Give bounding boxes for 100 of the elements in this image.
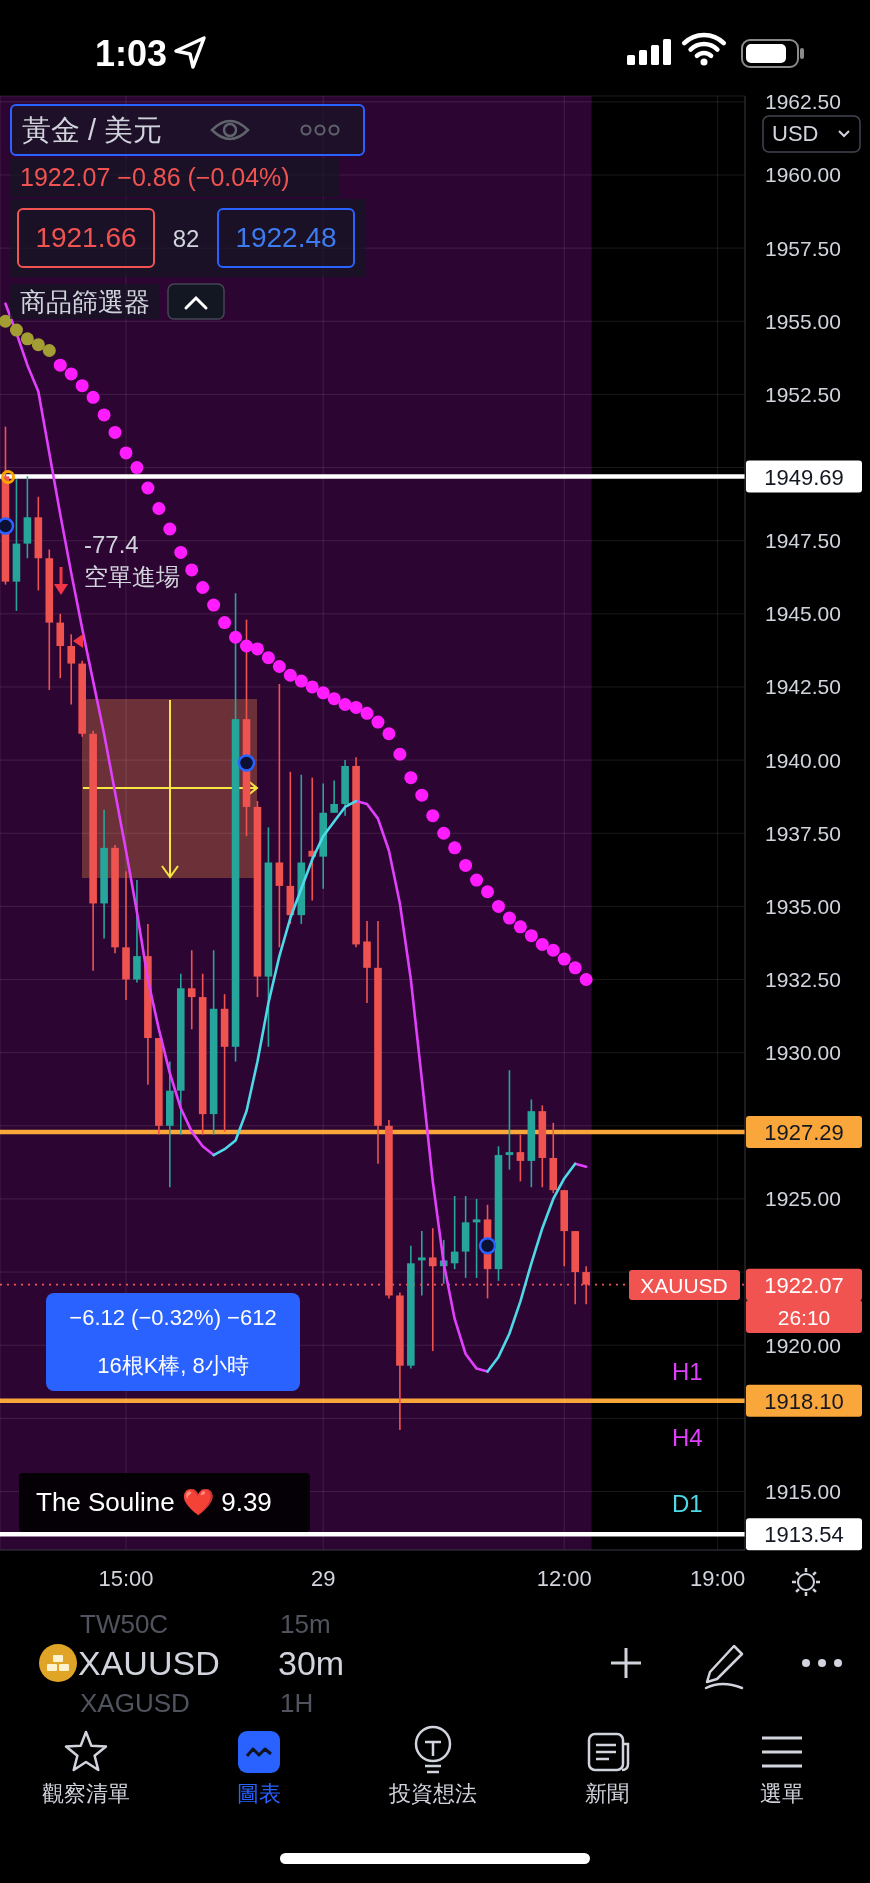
annotation: 1922.07 −0.86 (−0.04%): [20, 163, 290, 191]
y-tick-label: 1960.00: [765, 163, 841, 187]
point: [108, 425, 122, 439]
point: [382, 727, 396, 741]
text: 觀察清單: [42, 1781, 130, 1806]
point: [437, 826, 451, 840]
point: [470, 873, 484, 887]
text: 30m: [278, 1643, 345, 1682]
point: [141, 481, 155, 495]
point: [327, 692, 341, 706]
y-tick-label: 1947.50: [765, 529, 841, 553]
point: [415, 788, 429, 802]
text: XAGUSD: [80, 1687, 190, 1718]
point: [535, 937, 549, 951]
candlestick: [418, 1230, 426, 1297]
annotation: −6.12 (−0.32%) −612: [69, 1305, 277, 1330]
y-tick-label: 1915.00: [765, 1479, 841, 1503]
text: 1:03: [95, 32, 168, 74]
ref-line-label: 1913.54: [764, 1521, 844, 1547]
candlestick: [505, 1069, 514, 1171]
point: [283, 668, 297, 682]
point: [524, 929, 538, 943]
annotation: XAUUSD: [640, 1273, 728, 1297]
y-tick-label: 1932.50: [765, 967, 841, 991]
ref-line-label: 1927.29: [764, 1119, 844, 1145]
text: 新聞: [585, 1781, 629, 1806]
x-tick-label: 29: [310, 1565, 336, 1591]
point: [119, 446, 133, 460]
point: [338, 698, 352, 712]
point: [478, 1236, 497, 1255]
point: [20, 332, 34, 346]
candlestick: [275, 683, 284, 949]
text: 投資想法: [389, 1781, 477, 1806]
annotation: 商品篩選器: [20, 286, 150, 317]
point: [393, 747, 407, 761]
point: [163, 522, 177, 536]
annotation: H4: [672, 1423, 703, 1451]
candlestick: [187, 949, 196, 1031]
ref-line-label: 1949.69: [764, 464, 844, 490]
y-tick-label: 1925.00: [765, 1187, 841, 1211]
x-tick-label: 19:00: [690, 1565, 746, 1591]
y-tick-label: 1935.00: [765, 894, 841, 918]
candlestick: [472, 1198, 481, 1279]
y-tick-label: 1955.00: [765, 309, 841, 333]
text: 選單: [760, 1781, 804, 1806]
point: [316, 686, 330, 700]
point: [130, 461, 144, 475]
x-tick-label: 15:00: [98, 1565, 154, 1591]
point: [349, 700, 363, 714]
annotation: The Souline ❤ 9.39: [36, 1486, 272, 1517]
point: [42, 344, 56, 358]
candlestick: [516, 1133, 525, 1183]
annotation: D1: [672, 1489, 703, 1517]
y-tick-label: 1945.00: [765, 602, 841, 626]
point: [546, 943, 560, 957]
text: TW50C: [80, 1608, 169, 1639]
annotation: 1922.48: [235, 222, 337, 253]
annotation: 1921.66: [35, 222, 137, 253]
point: [64, 367, 78, 381]
candlestick: [56, 613, 65, 679]
point: [459, 858, 473, 872]
point: [237, 754, 256, 772]
point: [426, 809, 440, 823]
y-tick-label: 1920.00: [765, 1333, 841, 1357]
point: [97, 408, 111, 422]
point: [196, 580, 210, 594]
x-tick-label: 12:00: [536, 1565, 592, 1591]
annotation: H1: [672, 1357, 703, 1385]
point: [513, 920, 527, 934]
point: [185, 563, 199, 577]
ref-line-label: 1922.07: [764, 1272, 844, 1298]
point: [229, 630, 243, 644]
point: [360, 706, 374, 720]
text: 圖表: [237, 1781, 281, 1806]
point: [207, 598, 221, 612]
ref-line-label: 1918.10: [764, 1388, 844, 1414]
annotation: 16根K棒, 8小時: [97, 1353, 249, 1378]
y-tick-label: 1962.50: [765, 90, 841, 114]
y-tick-label: 1930.00: [765, 1041, 841, 1065]
point: [174, 545, 188, 559]
candlestick: [330, 779, 338, 814]
point: [261, 651, 275, 665]
point: [218, 616, 232, 630]
y-tick-label: 1937.50: [765, 821, 841, 845]
text: USD: [772, 121, 819, 146]
candlestick: [133, 879, 141, 984]
annotation: 空單進場: [84, 562, 180, 590]
point: [250, 642, 264, 656]
point: [305, 680, 319, 694]
point: [568, 961, 582, 975]
point: [152, 502, 166, 515]
annotation: 黃金 / 美元: [22, 113, 163, 146]
annotation: -77.4: [84, 530, 139, 558]
y-tick-label: 1952.50: [765, 382, 841, 406]
point: [371, 715, 385, 729]
point: [294, 674, 308, 688]
annotation: 82: [172, 224, 200, 252]
point: [404, 771, 418, 785]
point: [75, 379, 89, 393]
y-tick-label: 1957.50: [765, 236, 841, 260]
